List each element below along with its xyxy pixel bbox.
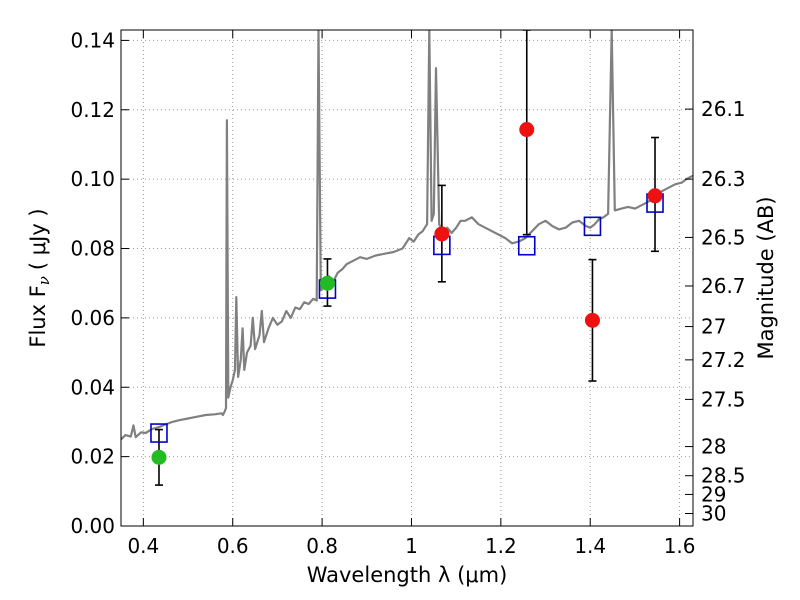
mag-tick-label: 26.1	[701, 97, 746, 121]
y2-axis-label: Magnitude (AB)	[754, 196, 778, 359]
model-square	[517, 235, 536, 256]
y-tick-label: 0.10	[70, 167, 115, 191]
observed-point	[584, 312, 600, 328]
y-axis-label-sub: ν	[35, 276, 53, 285]
y-axis-label-main: Flux F	[26, 285, 50, 347]
x-tick-label: 1.2	[485, 534, 517, 558]
mag-tick-label: 27	[701, 315, 726, 339]
observed-points	[151, 122, 663, 465]
y-tick-label: 0.02	[70, 445, 115, 469]
y-axis-label: Flux Fν ( μJy )	[26, 208, 53, 347]
mag-tick-label: 27.5	[701, 387, 746, 411]
y-tick-label: 0.14	[70, 28, 115, 52]
x-tick-label: 1.4	[574, 534, 606, 558]
y-tick-label: 0.04	[70, 375, 115, 399]
y-tick-label: 0.08	[70, 237, 115, 261]
observed-point	[519, 122, 535, 138]
observed-point	[647, 188, 663, 204]
mag-tick-label: 26.5	[701, 225, 746, 249]
x-tick-label: 1.6	[664, 534, 696, 558]
x-axis-label: Wavelength λ (μm)	[307, 563, 508, 587]
spectrum-line	[121, 30, 693, 441]
model-square	[150, 423, 168, 443]
mag-tick-label: 28.5	[701, 464, 746, 488]
mag-tick-label: 28	[701, 435, 726, 459]
plot-frame	[120, 29, 694, 527]
mag-tick-label: 27.2	[701, 348, 746, 372]
mag-tick-label: 26.3	[701, 167, 746, 191]
x-tick-label: 0.6	[217, 534, 249, 558]
x-tick-label: 0.4	[127, 534, 159, 558]
axis-ticks: 0.4 0.6 0.8 1 1.2 1.4 1.6 0.00 0.02 0.04 0.06 0.08 0…	[70, 28, 745, 558]
y-tick-label: 0.00	[70, 514, 115, 538]
grid-lines	[121, 30, 693, 526]
observed-point	[434, 226, 450, 242]
y-tick-label: 0.06	[70, 306, 115, 330]
y-tick-label: 0.12	[70, 98, 115, 122]
observed-point	[319, 275, 335, 291]
model-points	[150, 193, 664, 443]
y-axis-label-unit: ( μJy )	[26, 208, 50, 270]
x-tick-label: 0.8	[306, 534, 338, 558]
mag-tick-label: 26.7	[701, 274, 746, 298]
spectrum-layer	[121, 30, 693, 441]
mag-tick-label: 30	[701, 502, 726, 526]
mag-tick-label: 29	[701, 482, 726, 506]
model-square	[583, 216, 602, 237]
observed-point	[151, 449, 167, 465]
x-tick-label: 1	[405, 534, 418, 558]
error-bars	[154, 30, 660, 486]
